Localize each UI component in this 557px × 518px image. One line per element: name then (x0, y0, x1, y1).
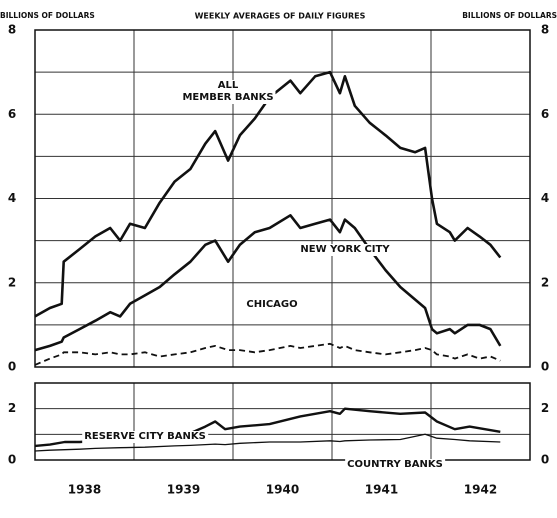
y2-tick-label: 2 (541, 275, 549, 289)
y-tick-label: 2 (8, 275, 16, 289)
y-tick-label: 2 (8, 401, 16, 415)
series-line (34, 433, 501, 452)
y-axis-label: BILLIONS OF DOLLARS (0, 11, 95, 20)
x-tick-label: 1939 (167, 483, 200, 497)
series-label: CHICAGO (244, 299, 300, 311)
y2-tick-label: 4 (541, 191, 549, 205)
series-label: NEW YORK CITY (298, 244, 392, 256)
series-line (34, 342, 501, 366)
y-tick-label: 6 (8, 107, 16, 121)
plot-frame (34, 382, 531, 461)
y2-tick-label: 0 (541, 453, 549, 467)
y2-axis-label: BILLIONS OF DOLLARS (462, 11, 557, 20)
series-label: COUNTRY BANKS (345, 459, 445, 471)
series-line (34, 214, 502, 352)
series-label: ALL MEMBER BANKS (180, 80, 276, 104)
y2-tick-label: 6 (541, 107, 549, 121)
y-tick-label: 0 (8, 453, 16, 467)
x-tick-label: 1942 (464, 483, 497, 497)
y-tick-label: 0 (8, 360, 16, 374)
x-tick-label: 1940 (266, 483, 299, 497)
y2-tick-label: 0 (541, 360, 549, 374)
x-tick-label: 1941 (365, 483, 398, 497)
series-label: RESERVE CITY BANKS (82, 431, 208, 443)
chart-title: WEEKLY AVERAGES OF DAILY FIGURES (195, 12, 366, 21)
x-tick-label: 1938 (68, 483, 101, 497)
y-tick-label: 8 (8, 23, 16, 37)
series-line (34, 70, 502, 318)
plot-frame (34, 29, 531, 368)
y2-tick-label: 8 (541, 23, 549, 37)
y2-tick-label: 2 (541, 401, 549, 415)
y-tick-label: 4 (8, 191, 16, 205)
